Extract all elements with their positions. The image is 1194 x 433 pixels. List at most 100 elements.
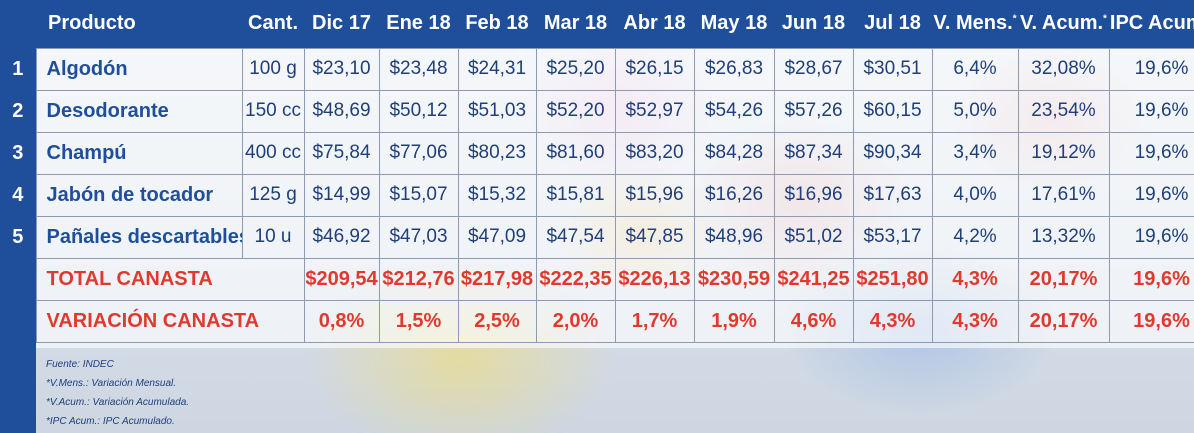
price-cell: $15,96 (614, 173, 695, 217)
footnote: *V.Mens.: Variación Mensual. (46, 378, 177, 389)
product-name: Desodorante (35, 89, 243, 133)
accum-var-header-label: V. Acum. (1020, 12, 1104, 35)
table-row: 5 Pañales descartables 10 u $46,92 $47,03 $47… (0, 215, 1194, 259)
row-index: 4 (12, 183, 24, 206)
quantity: 125 g (241, 173, 305, 217)
month-header: Abr 18 (623, 12, 686, 35)
variation-cell: 1,5% (378, 299, 459, 343)
price-cell: $84,28 (693, 131, 775, 175)
accum-var-cell: 20,17% (1017, 257, 1110, 301)
variation-cell: 4,6% (773, 299, 854, 343)
monthly-var-cell: 4,3% (931, 299, 1019, 343)
ipc-header-label: IPC Acum. (1109, 12, 1194, 35)
ipc-cell: 19,6% (1108, 215, 1194, 259)
price-cell: $53,17 (852, 215, 933, 259)
monthly-var-header: V. Mens.* (932, 0, 1018, 48)
header-row: Producto Cant. Dic 17 Ene 18 Feb 18 Mar … (0, 0, 1194, 48)
accum-var-cell: 13,32% (1017, 215, 1110, 259)
quantity: 100 g (241, 47, 305, 91)
footnote: *IPC Acum.: IPC Acumulado. (46, 416, 175, 427)
price-cell: $75,84 (303, 131, 380, 175)
total-cell: $251,80 (852, 257, 933, 301)
accum-var-cell: 19,12% (1017, 131, 1110, 175)
price-cell: $90,34 (852, 131, 933, 175)
price-cell: $15,81 (535, 173, 616, 217)
ipc-header: IPC Acum.* (1109, 0, 1194, 48)
quantity: 10 u (241, 215, 305, 259)
table-row: 1 Algodón 100 g $23,10 $23,48 $24,31 $25,20 $26… (0, 47, 1194, 91)
price-cell: $28,67 (773, 47, 854, 91)
price-cell: $51,03 (457, 89, 537, 133)
ipc-cell: 19,6% (1108, 257, 1194, 301)
total-cell: $226,13 (614, 257, 695, 301)
price-cell: $46,92 (303, 215, 380, 259)
row-index: 3 (12, 141, 24, 164)
variation-cell: 2,5% (457, 299, 537, 343)
monthly-var-cell: 4,0% (931, 173, 1019, 217)
variation-label: VARIACIÓN CANASTA (35, 299, 305, 343)
price-cell: $52,97 (614, 89, 695, 133)
row-index: 1 (12, 57, 24, 80)
price-cell: $81,60 (535, 131, 616, 175)
price-cell: $54,26 (693, 89, 775, 133)
row-index: 5 (12, 225, 24, 248)
total-row: TOTAL CANASTA $209,54 $212,76 $217,98 $222,3… (0, 257, 1194, 301)
variation-cell: 2,0% (535, 299, 616, 343)
monthly-var-cell: 4,2% (931, 215, 1019, 259)
header-band (0, 0, 1194, 48)
total-cell: $241,25 (773, 257, 854, 301)
price-cell: $80,23 (457, 131, 537, 175)
price-cell: $51,02 (773, 215, 854, 259)
price-cell: $16,26 (693, 173, 775, 217)
price-cell: $47,09 (457, 215, 537, 259)
price-cell: $17,63 (852, 173, 933, 217)
price-cell: $15,32 (457, 173, 537, 217)
ipc-cell: 19,6% (1108, 47, 1194, 91)
row-index (0, 258, 36, 300)
accum-var-cell: 23,54% (1017, 89, 1110, 133)
price-cell: $14,99 (303, 173, 380, 217)
accum-var-header: V. Acum.* (1018, 0, 1109, 48)
price-cell: $60,15 (852, 89, 933, 133)
index-header (0, 0, 36, 48)
monthly-var-header-label: V. Mens. (933, 12, 1013, 35)
product-name: Champú (35, 131, 243, 175)
accum-var-cell: 32,08% (1017, 47, 1110, 91)
accum-var-cell: 17,61% (1017, 173, 1110, 217)
price-cell: $52,20 (535, 89, 616, 133)
total-cell: $222,35 (535, 257, 616, 301)
price-cell: $15,07 (378, 173, 459, 217)
price-cell: $16,96 (773, 173, 854, 217)
asterisk-mark: * (1012, 13, 1017, 25)
price-cell: $47,54 (535, 215, 616, 259)
price-cell: $25,20 (535, 47, 616, 91)
variation-cell: 4,3% (852, 299, 933, 343)
product-header: Producto (48, 12, 136, 35)
monthly-var-cell: 5,0% (931, 89, 1019, 133)
price-cell: $87,34 (773, 131, 854, 175)
price-table: Producto Cant. Dic 17 Ene 18 Feb 18 Mar … (0, 0, 1194, 343)
variation-cell: 1,9% (693, 299, 775, 343)
total-cell: $230,59 (693, 257, 775, 301)
row-index (0, 300, 36, 342)
price-cell: $77,06 (378, 131, 459, 175)
price-cell: $48,96 (693, 215, 775, 259)
total-label: TOTAL CANASTA (35, 257, 305, 301)
ipc-cell: 19,6% (1108, 131, 1194, 175)
product-name: Pañales descartables (35, 215, 243, 259)
price-cell: $57,26 (773, 89, 854, 133)
total-cell: $217,98 (457, 257, 537, 301)
source-note: Fuente: INDEC (46, 359, 114, 370)
price-cell: $24,31 (457, 47, 537, 91)
monthly-var-cell: 6,4% (931, 47, 1019, 91)
quantity: 150 cc (241, 89, 305, 133)
variation-cell: 0,8% (303, 299, 380, 343)
monthly-var-cell: 3,4% (931, 131, 1019, 175)
total-cell: $212,76 (378, 257, 459, 301)
price-cell: $30,51 (852, 47, 933, 91)
table-row: 3 Champú 400 cc $75,84 $77,06 $80,23 $81,60 $83… (0, 131, 1194, 175)
index-strip (0, 0, 36, 433)
qty-header: Cant. (248, 12, 298, 35)
table-row: 2 Desodorante 150 cc $48,69 $50,12 $51,03 $52,… (0, 89, 1194, 133)
product-name: Jabón de tocador (35, 173, 243, 217)
